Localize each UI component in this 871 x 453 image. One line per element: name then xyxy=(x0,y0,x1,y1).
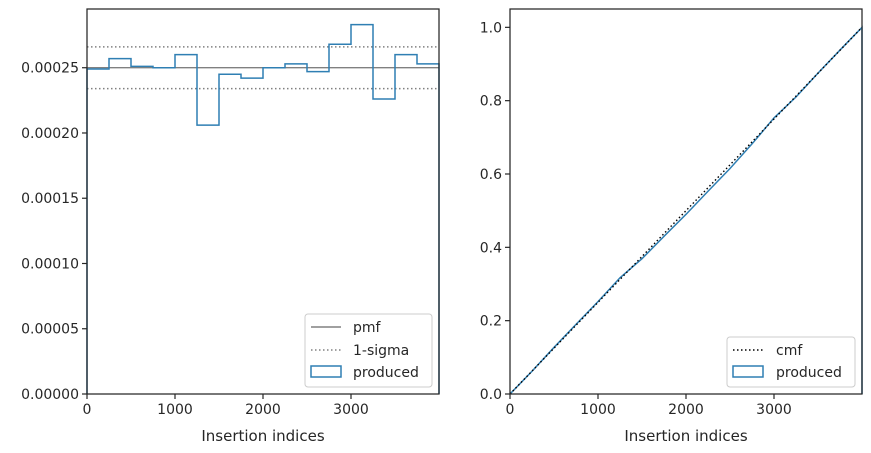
right-x-axis-label: Insertion indices xyxy=(624,427,747,445)
right-y-tick-label: 0.4 xyxy=(480,240,502,256)
right-chart: 0 1000 2000 3000 0.0 0.2 0.4 0.6 0.8 1.0 Inserti… xyxy=(480,8,863,445)
left-x-tick-label: 2000 xyxy=(245,402,281,418)
right-y-ticks: 0.0 0.2 0.4 0.6 0.8 1.0 xyxy=(480,20,510,403)
left-legend-produced-label: produced xyxy=(353,365,419,381)
right-legend-box xyxy=(726,336,856,388)
produced-histogram xyxy=(86,23,440,394)
right-legend-cmf-label: cmf xyxy=(776,343,803,359)
right-y-tick-label: 1.0 xyxy=(480,20,502,36)
left-y-ticks: 0.00000 0.00005 0.00010 0.00015 0.00020 0.000… xyxy=(21,61,87,403)
left-y-tick-label: 0.00010 xyxy=(21,256,79,272)
right-legend-produced-swatch xyxy=(732,365,764,378)
right-y-tick-label: 0.6 xyxy=(480,167,502,183)
left-legend-produced-swatch xyxy=(310,365,342,378)
right-x-tick-label: 1000 xyxy=(580,402,616,418)
left-x-ticks: 0 1000 2000 3000 xyxy=(83,394,369,418)
right-plot-area xyxy=(509,25,863,395)
left-y-tick-label: 0.00000 xyxy=(21,387,79,403)
left-y-tick-label: 0.00005 xyxy=(21,322,79,338)
right-axes-frame xyxy=(509,8,863,395)
left-y-tick-label: 0.00020 xyxy=(21,126,79,142)
left-legend-pmf-label: pmf xyxy=(353,320,382,336)
left-chart: 0 1000 2000 3000 0.000000.000050.000100.000… xyxy=(21,8,440,445)
left-y-tick-label: 0.00025 xyxy=(21,61,79,77)
right-legend: cmf produced xyxy=(726,336,856,388)
left-legend: pmf 1-sigma produced xyxy=(304,313,433,388)
right-x-tick-label: 2000 xyxy=(668,402,704,418)
right-x-ticks: 0 1000 2000 3000 xyxy=(506,394,792,418)
left-plot-area xyxy=(86,23,440,394)
left-x-tick-label: 3000 xyxy=(333,402,369,418)
left-legend-sigma-label: 1-sigma xyxy=(353,343,409,359)
right-y-tick-label: 0.0 xyxy=(480,387,502,403)
right-x-tick-label: 0 xyxy=(506,402,515,418)
left-y-tick-label: 0.00015 xyxy=(21,191,79,207)
produced-cumulative xyxy=(509,25,863,395)
left-x-tick-label: 1000 xyxy=(157,402,193,418)
right-y-tick-label: 0.2 xyxy=(480,314,502,330)
right-legend-produced-label: produced xyxy=(776,365,842,381)
right-x-tick-label: 3000 xyxy=(756,402,792,418)
cmf-line xyxy=(509,26,863,395)
right-y-tick-label: 0.8 xyxy=(480,94,502,110)
left-x-tick-label: 0 xyxy=(83,402,92,418)
left-x-axis-label: Insertion indices xyxy=(201,427,324,445)
left-legend-box xyxy=(304,313,433,388)
